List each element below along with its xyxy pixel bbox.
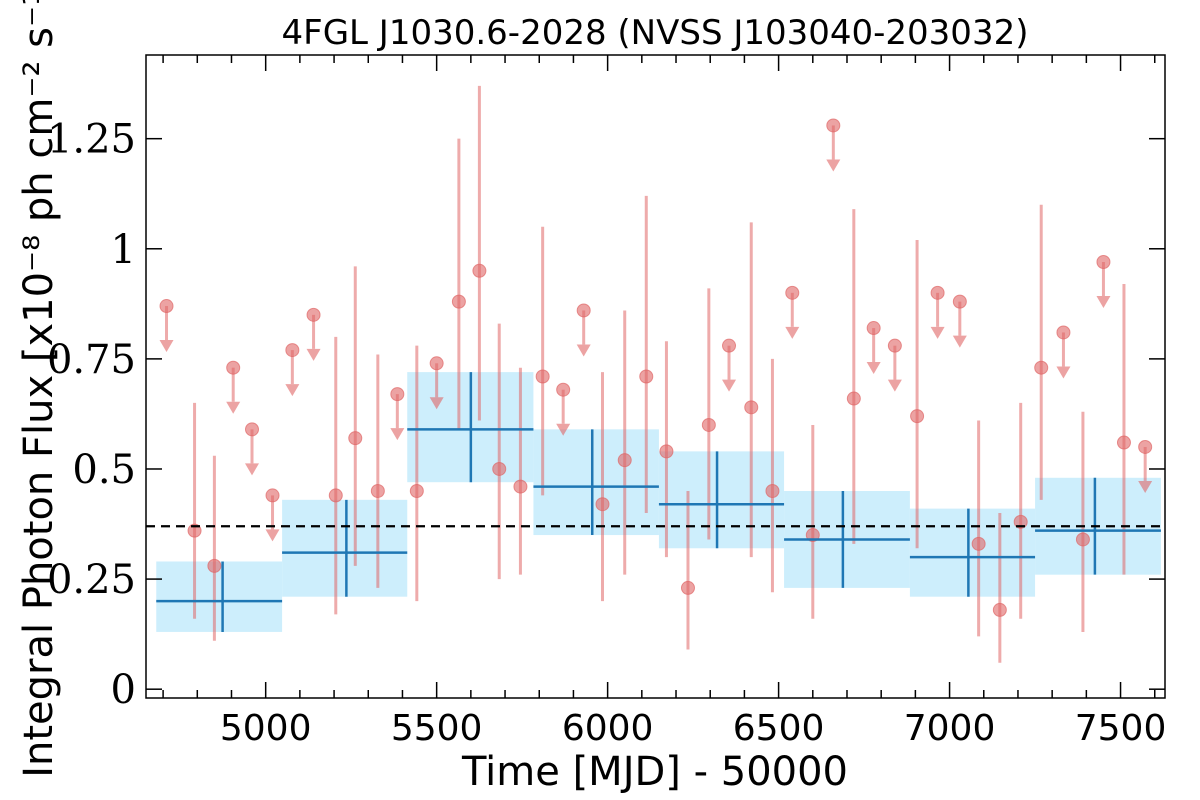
y-tick-label: 0.25: [47, 557, 136, 603]
x-tick-label: 5000: [220, 708, 312, 749]
y-tick-label: 0.75: [47, 337, 136, 383]
x-axis-label: Time [MJD] - 50000: [461, 749, 848, 795]
flux-point: [680, 580, 695, 595]
x-tick-label: 5500: [391, 708, 483, 749]
upper-limit-point: [265, 488, 280, 503]
chart-title: 4FGL J1030.6-2028 (NVSS J103040-203032): [282, 13, 1029, 53]
y-tick-label: 0: [111, 667, 136, 713]
upper-limit-arrowhead: [429, 397, 444, 410]
upper-limit-point: [1056, 325, 1071, 340]
upper-limit-arrowhead: [826, 159, 841, 172]
flux-point: [328, 488, 343, 503]
upper-limit-arrowhead: [390, 428, 405, 441]
axis-ticks: 0 0.25 0.5 0.75 1 1.25 5000 5500 6000 6500 7000 750…: [47, 55, 1166, 749]
flux-point: [617, 453, 632, 468]
flux-point: [744, 400, 759, 415]
upper-limit-point: [722, 338, 737, 353]
flux-point: [595, 497, 610, 512]
flux-point: [409, 484, 424, 499]
upper-limit-point: [887, 338, 902, 353]
bin-error-band: [156, 561, 283, 632]
x-tick-label: 7000: [904, 708, 996, 749]
upper-limit-arrowhead: [1056, 366, 1071, 379]
upper-limit-point: [306, 307, 321, 322]
upper-limit-point: [930, 285, 945, 300]
flux-point: [910, 409, 925, 424]
bin-error-band: [658, 451, 785, 549]
flux-point: [492, 461, 507, 476]
flux-point: [513, 479, 528, 494]
flux-point: [472, 263, 487, 278]
upper-limit-point: [785, 285, 800, 300]
flux-point: [1013, 514, 1028, 529]
upper-limit-arrowhead: [576, 344, 591, 357]
upper-limit-arrowhead: [245, 463, 260, 476]
flux-point: [971, 536, 986, 551]
flux-point: [846, 391, 861, 406]
flux-point: [370, 484, 385, 499]
flux-point: [701, 417, 716, 432]
upper-limit-arrowhead: [1096, 295, 1111, 308]
y-tick-label: 1: [111, 227, 136, 273]
plot-area: [146, 85, 1165, 663]
flux-point: [187, 523, 202, 538]
y-axis-label: Integral Photon Flux [x10⁻⁸ ph cm⁻² s⁻¹]: [16, 0, 62, 778]
bin-error-band: [533, 429, 659, 536]
flux-point: [348, 431, 363, 446]
upper-limit-arrowhead: [285, 384, 300, 397]
bin-error-band: [282, 499, 408, 597]
upper-limit-point: [1138, 439, 1153, 454]
upper-limit-arrowhead: [866, 362, 881, 375]
flux-point: [639, 369, 654, 384]
upper-limit-point: [390, 387, 405, 402]
flux-point: [451, 294, 466, 309]
upper-limit-arrowhead: [265, 529, 280, 542]
flux-point: [765, 484, 780, 499]
upper-limit-point: [826, 118, 841, 133]
upper-limit-point: [285, 343, 300, 358]
flux-point: [207, 558, 222, 573]
upper-limit-point: [245, 422, 260, 437]
flux-point: [659, 444, 674, 459]
flux-point: [1034, 360, 1049, 375]
flux-point: [1075, 532, 1090, 547]
upper-limit-arrowhead: [306, 348, 321, 361]
upper-limit-arrowhead: [722, 379, 737, 392]
upper-limit-arrowhead: [785, 326, 800, 339]
upper-limit-arrowhead: [226, 401, 241, 414]
plot-frame: [145, 54, 1166, 699]
y-tick-label: 0.5: [72, 447, 136, 493]
flux-point: [992, 602, 1007, 617]
flux-point: [535, 369, 550, 384]
upper-limit-point: [429, 356, 444, 371]
upper-limit-point: [556, 382, 571, 397]
upper-limit-point: [866, 321, 881, 336]
x-tick-label: 7500: [1075, 708, 1167, 749]
upper-limit-arrowhead: [556, 423, 571, 436]
upper-limit-arrowhead: [952, 335, 967, 348]
x-tick-label: 6000: [562, 708, 654, 749]
y-tick-label: 1.25: [47, 117, 136, 163]
upper-limit-point: [952, 294, 967, 309]
upper-limit-point: [576, 303, 591, 318]
upper-limit-point: [159, 299, 174, 314]
upper-limit-arrowhead: [887, 379, 902, 392]
upper-limit-point: [1096, 254, 1111, 269]
upper-limit-arrowhead: [159, 340, 174, 353]
upper-limit-point: [226, 360, 241, 375]
upper-limit-arrowhead: [930, 326, 945, 339]
x-tick-label: 6500: [733, 708, 825, 749]
flux-point: [1116, 435, 1131, 450]
upper-limit-arrowhead: [1138, 480, 1153, 493]
